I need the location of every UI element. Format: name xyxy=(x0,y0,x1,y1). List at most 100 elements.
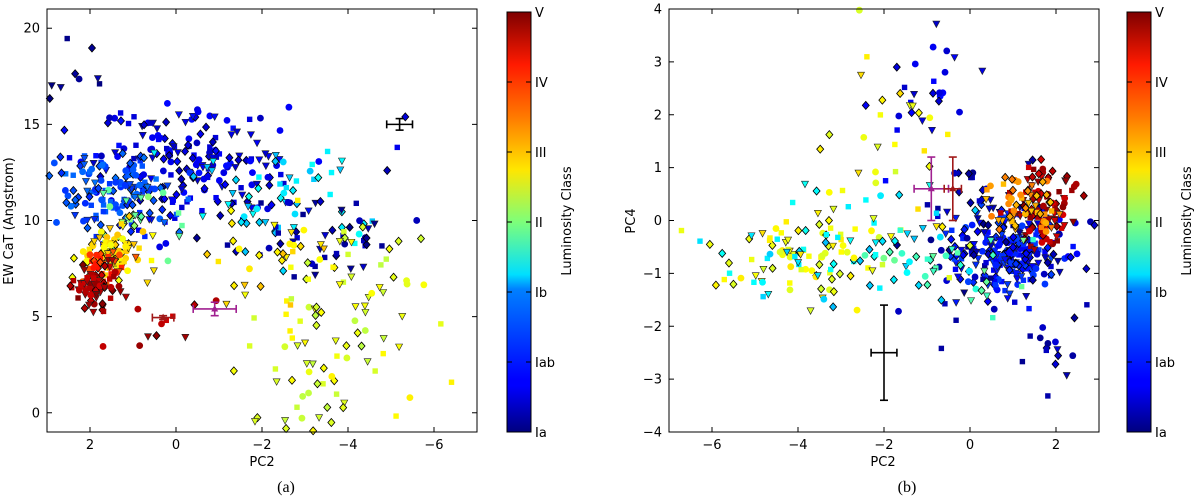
colorbar-tick-label: V xyxy=(1155,6,1164,21)
data-point xyxy=(794,225,803,236)
data-point xyxy=(357,341,366,351)
x-tick-label: −4 xyxy=(338,438,357,453)
data-point xyxy=(416,233,425,244)
colorbar-tick-label: Ib xyxy=(1155,286,1167,301)
data-point xyxy=(175,166,184,176)
data-point xyxy=(990,305,998,313)
data-point xyxy=(937,246,945,254)
data-point xyxy=(196,129,205,139)
panel-b-caption: (b) xyxy=(898,479,917,496)
data-point xyxy=(927,126,936,135)
data-point xyxy=(303,258,312,268)
data-point xyxy=(212,134,219,141)
data-point xyxy=(759,266,768,274)
data-point xyxy=(152,331,161,341)
data-point xyxy=(1013,270,1020,277)
data-point xyxy=(1034,259,1043,268)
data-point xyxy=(370,220,379,229)
data-point xyxy=(147,175,156,183)
data-point xyxy=(897,227,903,233)
data-point xyxy=(1043,243,1052,253)
panel-a-axes-frame xyxy=(46,8,478,433)
data-point xyxy=(64,35,70,42)
data-point xyxy=(827,270,833,276)
data-point xyxy=(335,238,344,246)
data-point xyxy=(737,274,745,282)
data-point xyxy=(766,237,773,244)
data-point xyxy=(297,318,303,324)
data-point xyxy=(225,153,234,163)
data-point xyxy=(947,234,956,244)
data-point xyxy=(1061,177,1070,186)
data-point xyxy=(261,219,270,227)
data-point xyxy=(1005,290,1014,299)
data-point xyxy=(1008,185,1017,195)
data-point xyxy=(315,158,323,165)
data-point xyxy=(1002,287,1008,294)
data-point xyxy=(289,335,296,341)
data-point xyxy=(304,207,313,216)
data-point xyxy=(288,264,294,270)
data-point xyxy=(207,144,213,150)
data-point xyxy=(222,300,231,309)
data-point xyxy=(273,247,282,257)
data-point xyxy=(918,225,927,233)
data-point xyxy=(192,161,200,169)
y-tick-label: 0 xyxy=(654,214,662,229)
data-point xyxy=(1038,177,1047,187)
data-point xyxy=(212,297,220,305)
data-point xyxy=(850,254,858,262)
data-point xyxy=(895,112,903,120)
colorbar-tick-label: Iab xyxy=(1155,356,1175,371)
data-point xyxy=(115,251,123,259)
data-point xyxy=(843,248,851,256)
data-point xyxy=(1001,256,1010,264)
data-point xyxy=(125,120,132,127)
data-point xyxy=(227,131,236,139)
data-point xyxy=(1070,313,1079,323)
data-point xyxy=(1027,182,1036,190)
data-point xyxy=(1022,248,1031,259)
data-point xyxy=(104,186,112,194)
y-tick-label: 2 xyxy=(654,108,662,123)
data-point xyxy=(313,379,322,389)
data-point xyxy=(281,180,287,187)
data-point xyxy=(229,236,238,246)
data-point xyxy=(982,277,991,287)
data-point xyxy=(846,271,855,281)
data-point xyxy=(1054,351,1063,361)
data-point xyxy=(923,280,932,290)
data-point xyxy=(898,249,906,257)
data-point xyxy=(107,283,115,291)
data-point xyxy=(80,154,89,163)
data-point xyxy=(891,256,898,264)
data-point xyxy=(130,194,139,202)
data-point xyxy=(801,225,810,236)
data-point xyxy=(336,166,345,174)
data-point xyxy=(1010,207,1018,215)
data-point xyxy=(794,259,803,267)
data-point xyxy=(189,171,198,182)
data-point xyxy=(353,200,359,207)
data-point xyxy=(270,221,279,230)
panel-a-colorbar-label: Luminosity Class xyxy=(560,166,575,275)
data-point xyxy=(222,162,230,170)
data-point xyxy=(331,337,340,346)
data-point xyxy=(1055,268,1064,277)
data-point xyxy=(932,20,941,29)
data-point xyxy=(389,272,398,282)
error-bar xyxy=(192,301,237,317)
data-point xyxy=(96,282,104,290)
data-point xyxy=(147,185,153,191)
data-point xyxy=(257,114,264,122)
data-point xyxy=(261,162,270,171)
data-point xyxy=(162,240,170,247)
data-point xyxy=(985,205,994,213)
data-point xyxy=(1024,199,1033,208)
data-point xyxy=(108,248,117,257)
data-point xyxy=(845,204,852,210)
data-point xyxy=(1028,275,1037,285)
data-point xyxy=(747,232,756,240)
data-point xyxy=(1003,281,1012,289)
data-point xyxy=(309,426,318,436)
